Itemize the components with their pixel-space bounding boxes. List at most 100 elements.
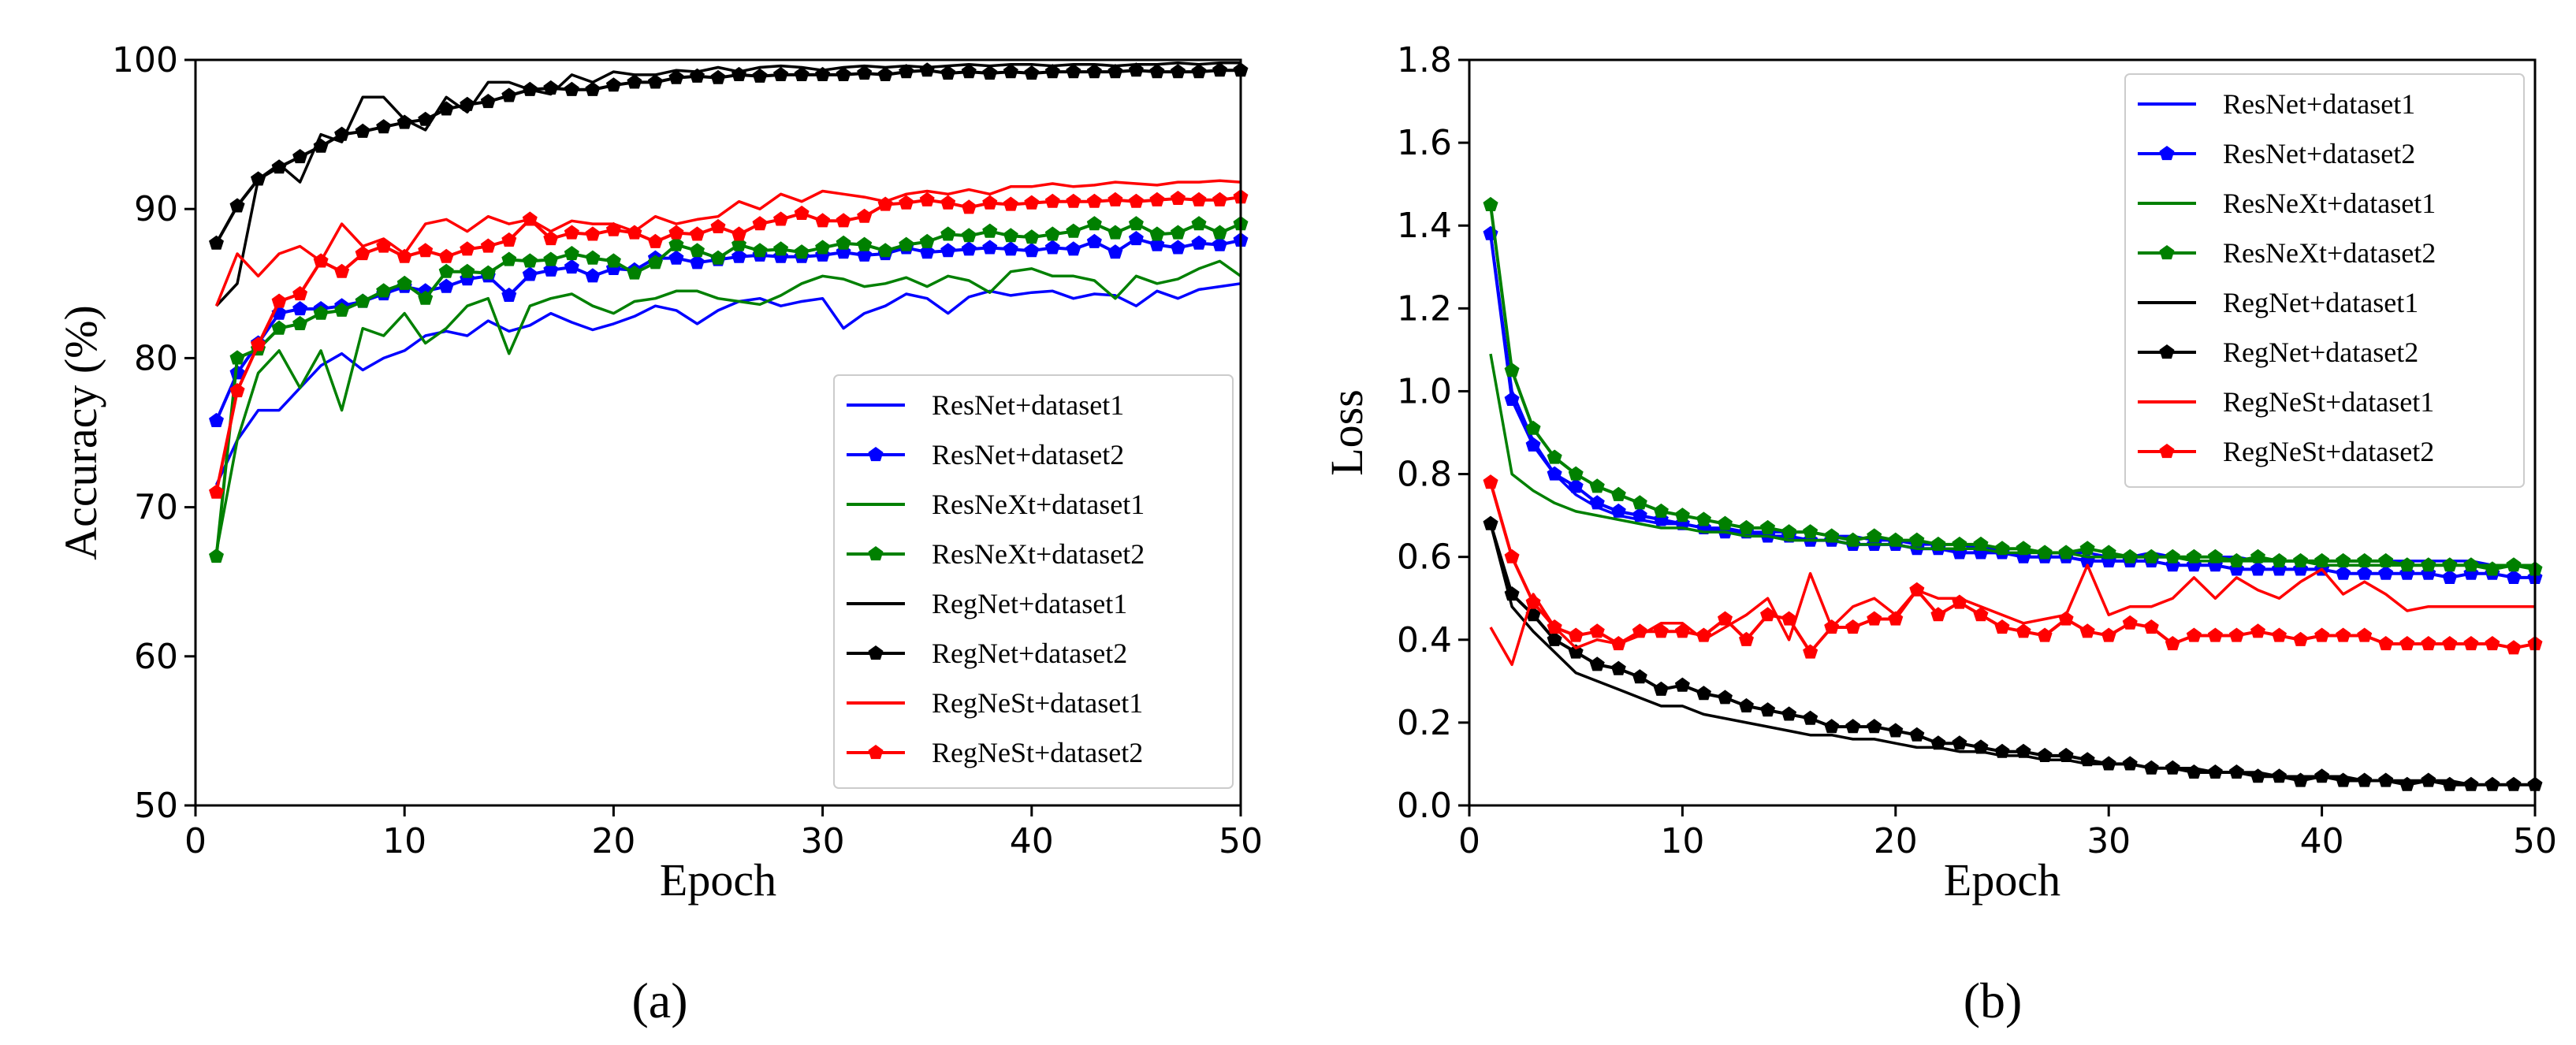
accuracy-series-regnest-dataset2-point <box>1149 192 1165 206</box>
loss-x-tick-label: 50 <box>2513 821 2557 861</box>
accuracy-legend-marker <box>868 645 884 660</box>
accuracy-series-regnet-dataset2-point <box>376 119 392 134</box>
accuracy-series-regnet-dataset2-point <box>899 64 914 79</box>
loss-series-resnext-dataset2-point <box>2357 552 2373 567</box>
accuracy-series-regnest-dataset2-point <box>794 205 810 220</box>
accuracy-series-regnet-dataset2-point <box>1212 62 1227 77</box>
accuracy-series-regnest-dataset2-point <box>229 383 245 398</box>
loss-series-resnext-dataset2-point <box>1824 528 1840 543</box>
loss-series-regnet-dataset2-point <box>1824 719 1840 734</box>
loss-series-resnext-dataset2-point <box>1952 536 1967 551</box>
accuracy-series-resnext-dataset2-point <box>1044 226 1060 241</box>
loss-series-resnet-dataset2-point <box>1525 437 1541 452</box>
accuracy-series-resnext-dataset2-point <box>982 223 998 238</box>
accuracy-legend: ResNet+dataset1 ResNet+dataset2 ResNeXt+da… <box>833 374 1234 789</box>
loss-series-regnest-dataset2-point <box>1888 611 1904 626</box>
accuracy-series-resnet-dataset2-point <box>1086 233 1102 248</box>
loss-series-regnest-dataset2-point <box>1952 594 1967 609</box>
loss-chart-panel: 0 10 20 30 40 50 0.0 0.2 0.4 0.6 0.8 1.0 1.2 1.4 1.6 1.… <box>1321 40 2557 1028</box>
loss-series-regnest-dataset2-point <box>2506 640 2522 655</box>
accuracy-series-regnet-dataset2-point <box>752 68 768 83</box>
accuracy-series-regnet-dataset2-point <box>501 87 517 102</box>
loss-series-regnet-dataset2-point <box>2378 772 2394 787</box>
loss-series-regnet-dataset2-point <box>2463 776 2479 791</box>
accuracy-series-regnet-dataset2-point <box>940 65 956 80</box>
accuracy-series-resnext-dataset2-point <box>1149 226 1165 241</box>
loss-series-regnest-dataset2-point <box>1483 474 1498 489</box>
loss-series-regnest-dataset2-point <box>1547 619 1562 634</box>
accuracy-series-resnext-dataset2-point <box>271 320 287 335</box>
accuracy-series-resnet-dataset2-point <box>1128 231 1144 246</box>
accuracy-legend-label: RegNet+dataset1 <box>932 588 1127 619</box>
loss-series-resnext-dataset2-point <box>1504 363 1520 377</box>
accuracy-series-regnest-dataset2-point <box>355 246 370 261</box>
panel-a-caption: (a) <box>631 972 687 1028</box>
accuracy-series-resnet-dataset2-point <box>690 255 705 270</box>
accuracy-series-regnet-dataset2-point <box>877 66 893 81</box>
accuracy-series-resnext-dataset2-point <box>460 263 475 278</box>
accuracy-series-regnest-dataset2-point <box>1044 193 1060 208</box>
loss-series-resnet-dataset2-point <box>2506 569 2522 584</box>
accuracy-series-regnest-dataset2-point <box>836 213 851 228</box>
accuracy-series-regnet-dataset2-point <box>773 66 789 81</box>
accuracy-series-regnest-dataset2-point <box>292 286 308 301</box>
accuracy-series-resnext-dataset2-point <box>710 250 726 265</box>
loss-legend-marker <box>2159 245 2175 260</box>
accuracy-series-regnet-dataset2-point <box>710 69 726 84</box>
accuracy-series-regnest-dataset2-point <box>919 192 935 206</box>
accuracy-series-regnet-dataset2-point <box>857 65 873 80</box>
accuracy-series-regnest-dataset2-point <box>1107 192 1123 206</box>
loss-series-regnest-dataset2-point <box>2357 627 2373 642</box>
accuracy-series-regnest-dataset2-point <box>585 226 601 241</box>
accuracy-series-resnet-dataset2-point <box>940 243 956 258</box>
loss-legend-label: RegNeSt+dataset1 <box>2223 386 2434 418</box>
loss-legend-marker <box>2159 344 2175 359</box>
loss-series-regnest-dataset2-point <box>1504 549 1520 563</box>
accuracy-series-resnext-dataset2-point <box>752 243 768 258</box>
loss-series-regnet-dataset2-point <box>2016 743 2031 758</box>
accuracy-series-resnext-dataset2-point <box>690 243 705 258</box>
loss-series-regnest-dataset2-point <box>2421 636 2436 651</box>
accuracy-series-resnext-dataset2-point <box>1128 216 1144 231</box>
accuracy-series-resnet-dataset1-line <box>214 282 1241 485</box>
accuracy-series-resnext-dataset2-point <box>564 246 579 261</box>
accuracy-series-regnet-dataset2-point <box>668 69 684 84</box>
loss-series-resnext-dataset2-point <box>2207 549 2223 563</box>
accuracy-series-regnet-dataset2-point <box>647 74 663 89</box>
accuracy-series-resnext-dataset2-point <box>836 235 851 250</box>
loss-series-resnext-dataset2-point <box>1568 466 1584 481</box>
loss-series-regnest-dataset2-point <box>1653 623 1669 638</box>
accuracy-series-regnest-dataset2-point <box>1212 192 1227 206</box>
accuracy-series-resnet-dataset2-point <box>1170 240 1186 255</box>
accuracy-series-regnet-dataset2-point <box>355 123 370 138</box>
accuracy-series-resnext-dataset2-point <box>292 315 308 330</box>
accuracy-series-regnet-dataset2-point <box>1107 64 1123 79</box>
accuracy-series-resnext-dataset2-point <box>605 253 621 268</box>
accuracy-series-resnext-dataset2-point <box>1003 228 1018 243</box>
accuracy-legend-label: RegNet+dataset2 <box>932 638 1127 669</box>
accuracy-series-regnest-dataset2-point <box>647 233 663 248</box>
loss-series-resnext-dataset2-point <box>2058 545 2074 560</box>
loss-series-resnext-dataset2-point <box>1610 486 1626 501</box>
accuracy-series-regnet-dataset2-point <box>564 81 579 96</box>
accuracy-series-regnest-dataset2-point <box>690 226 705 241</box>
accuracy-series-resnet-dataset2-point <box>522 266 538 281</box>
accuracy-legend-label: RegNeSt+dataset1 <box>932 687 1143 719</box>
loss-series-regnest-dataset2-point <box>2272 627 2287 642</box>
accuracy-series-regnet-dataset2-point <box>815 66 831 81</box>
accuracy-series-regnet-dataset2-point <box>522 81 538 96</box>
loss-legend-label: ResNeXt+dataset1 <box>2223 188 2436 219</box>
loss-series-regnet-dataset2-point <box>1781 706 1797 721</box>
accuracy-series-regnest-dataset2-point <box>982 195 998 210</box>
accuracy-series-regnet-dataset2-point <box>1086 64 1102 79</box>
accuracy-x-tick-label: 0 <box>184 821 207 861</box>
loss-series-regnet-dataset2-point <box>2250 768 2265 783</box>
accuracy-series-regnest-dataset2-point <box>501 232 517 247</box>
accuracy-series-regnet-dataset2-point <box>1024 65 1040 80</box>
loss-series-regnet-dataset2-point <box>2101 756 2116 771</box>
loss-series-resnext-dataset2-point <box>1867 528 1882 543</box>
accuracy-series-regnest-dataset2-point <box>752 216 768 231</box>
loss-y-axis-title: Loss <box>1321 389 1372 476</box>
accuracy-series-resnet-dataset2-point <box>1107 244 1123 259</box>
loss-series-regnest-dataset2-point <box>2101 627 2116 642</box>
